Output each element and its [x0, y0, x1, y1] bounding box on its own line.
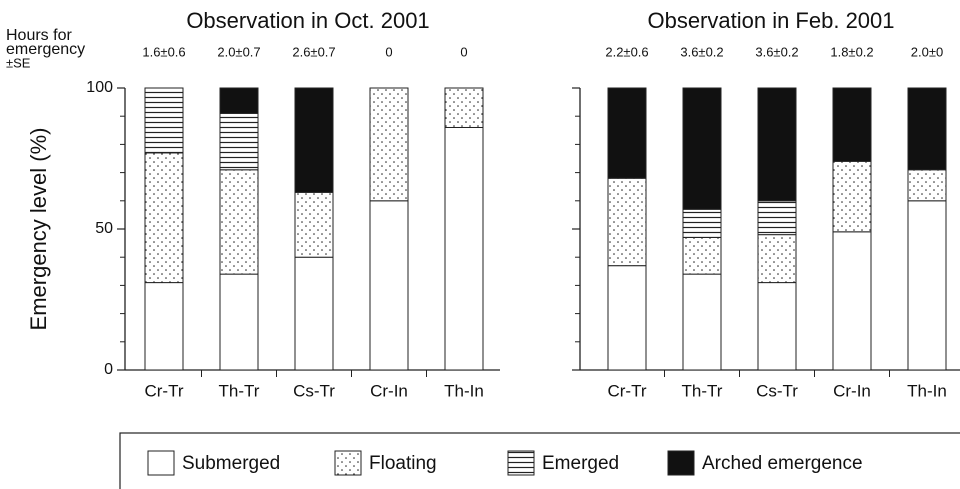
bar-segment [144, 87, 184, 154]
bar-segment [219, 273, 259, 371]
y-tick-label: 100 [86, 79, 113, 96]
bar-segment [757, 234, 797, 284]
bar-segment [757, 282, 797, 371]
y-axis-label: Emergency level (%) [26, 128, 51, 331]
x-tick-label: Cr-Tr [607, 381, 646, 400]
bar-segment [294, 191, 334, 258]
legend-label: Floating [369, 453, 437, 474]
y-tick-label: 50 [95, 220, 113, 237]
bar-segment [369, 87, 409, 202]
bar-segment [682, 236, 722, 275]
x-tick-label: Cs-Tr [756, 381, 798, 400]
bar-segment [219, 112, 259, 171]
bar-segment [369, 200, 409, 371]
hours-value: 1.8±0.2 [830, 44, 873, 59]
bar-segment [832, 87, 872, 162]
legend-label: Submerged [182, 453, 280, 474]
legend-swatch [507, 450, 535, 476]
legend-swatch [147, 450, 175, 476]
legend-label: Emerged [542, 453, 619, 474]
hours-value: 2.0±0.7 [217, 44, 260, 59]
bar-segment [757, 200, 797, 236]
bar-segment [144, 152, 184, 284]
bar-segment [607, 87, 647, 179]
legend-swatch [667, 450, 695, 476]
x-tick-label: Th-Tr [219, 381, 260, 400]
hours-value: 2.0±0 [911, 44, 943, 59]
hours-value: 3.6±0.2 [755, 44, 798, 59]
bar-segment [907, 169, 947, 202]
x-tick-label: Cs-Tr [293, 381, 335, 400]
legend-label: Arched emergence [702, 453, 863, 474]
bar-segment [907, 200, 947, 371]
bar-segment [444, 87, 484, 128]
hours-label: Hours for [6, 27, 72, 44]
bar-segment [144, 282, 184, 371]
hours-value: 0 [460, 44, 467, 59]
x-tick-label: Th-Tr [682, 381, 723, 400]
bar-segment [219, 169, 259, 275]
bar-segment [682, 273, 722, 371]
bar-segment [757, 87, 797, 202]
bar-segment [607, 177, 647, 267]
bar-segment [832, 231, 872, 371]
bar-segment [219, 87, 259, 114]
bar-segment [294, 256, 334, 371]
hours-value: 2.6±0.7 [292, 44, 335, 59]
bar-segment [832, 160, 872, 233]
bar-segment [607, 265, 647, 371]
chart-title: Observation in Feb. 2001 [647, 8, 894, 33]
bar-segment [907, 87, 947, 171]
x-tick-label: Cr-In [833, 381, 871, 400]
x-tick-label: Cr-Tr [144, 381, 183, 400]
bar-segment [294, 87, 334, 193]
hours-value: 1.6±0.6 [142, 44, 185, 59]
bar-segment [682, 87, 722, 210]
chart-title: Observation in Oct. 2001 [186, 8, 429, 33]
legend-swatch [334, 450, 362, 476]
bar-segment [682, 208, 722, 238]
bar-segment [444, 126, 484, 371]
x-tick-label: Th-In [907, 381, 947, 400]
hours-value: 3.6±0.2 [680, 44, 723, 59]
hours-value: 2.2±0.6 [605, 44, 648, 59]
x-tick-label: Cr-In [370, 381, 408, 400]
hours-label: ±SE [6, 55, 31, 70]
hours-value: 0 [385, 44, 392, 59]
hours-label: emergency [6, 41, 85, 58]
legend-box [119, 432, 960, 489]
x-tick-label: Th-In [444, 381, 484, 400]
y-tick-label: 0 [104, 361, 113, 378]
